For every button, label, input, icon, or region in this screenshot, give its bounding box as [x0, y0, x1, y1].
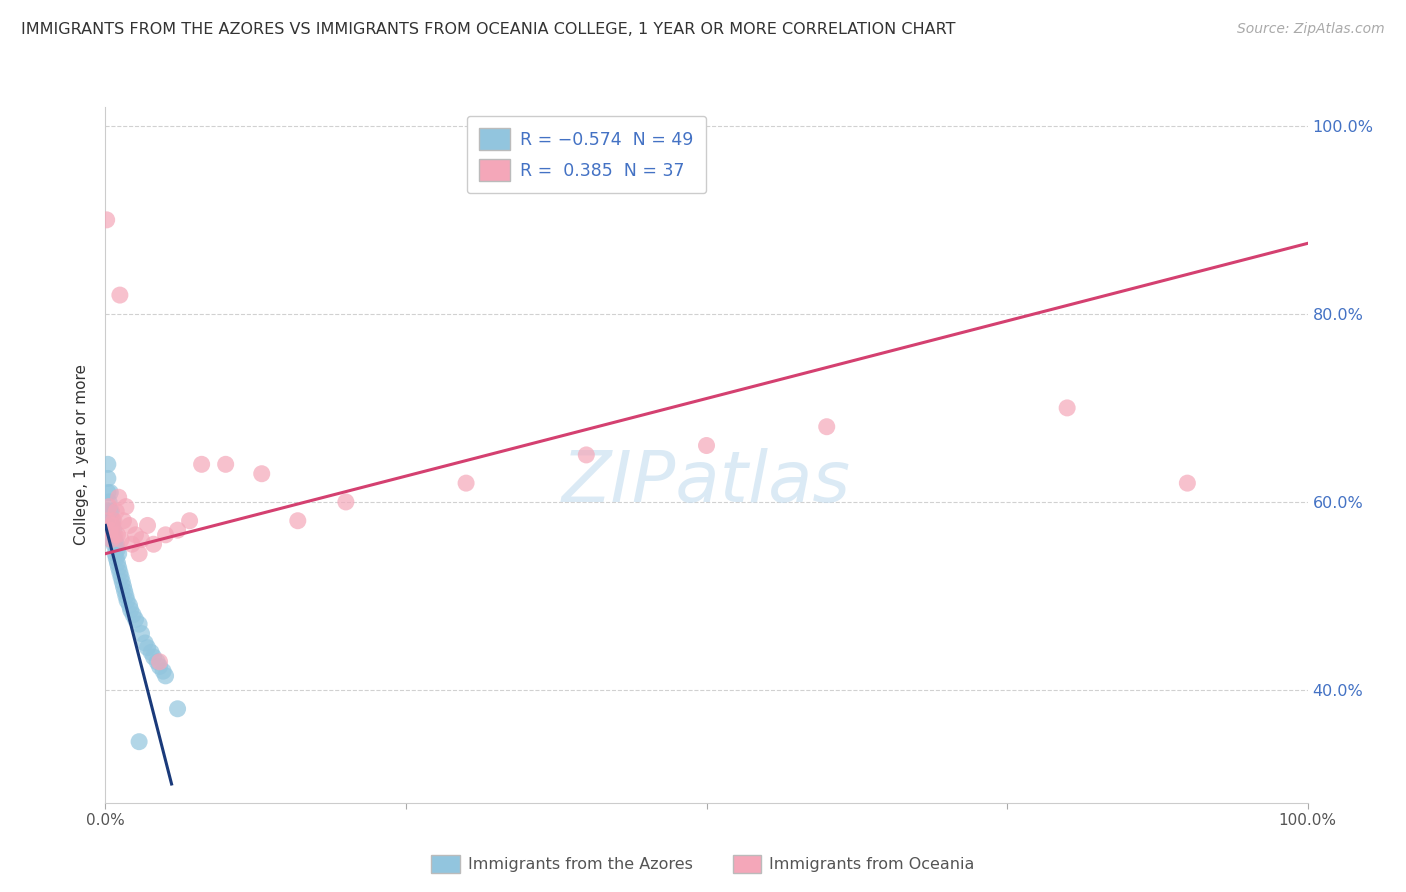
Point	[100, 533, 122, 547]
Point	[96, 212, 118, 227]
Point	[214, 458, 236, 472]
Point	[104, 547, 127, 561]
Point	[104, 528, 127, 542]
Point	[98, 523, 121, 537]
Point	[98, 495, 121, 509]
Point	[1056, 401, 1078, 415]
Point	[98, 485, 121, 500]
Point	[120, 603, 142, 617]
Point	[124, 528, 146, 542]
Point	[97, 485, 120, 500]
Point	[112, 514, 135, 528]
Point	[575, 448, 598, 462]
Point	[335, 495, 357, 509]
Point	[190, 458, 212, 472]
Point	[100, 518, 122, 533]
Point	[111, 574, 134, 589]
Text: Source: ZipAtlas.com: Source: ZipAtlas.com	[1237, 22, 1385, 37]
Point	[118, 599, 141, 613]
Point	[148, 659, 170, 673]
Legend: R = −0.574  N = 49, R =  0.385  N = 37: R = −0.574 N = 49, R = 0.385 N = 37	[467, 116, 706, 194]
Point	[166, 702, 188, 716]
Point	[115, 500, 138, 514]
Text: IMMIGRANTS FROM THE AZORES VS IMMIGRANTS FROM OCEANIA COLLEGE, 1 YEAR OR MORE CO: IMMIGRANTS FROM THE AZORES VS IMMIGRANTS…	[21, 22, 956, 37]
Point	[155, 669, 177, 683]
Point	[107, 547, 129, 561]
Point	[97, 458, 120, 472]
Point	[179, 514, 201, 528]
Point	[98, 528, 121, 542]
Point	[124, 612, 146, 626]
Text: ZIPatlas: ZIPatlas	[562, 449, 851, 517]
Point	[100, 533, 122, 547]
Point	[166, 523, 188, 537]
Point	[107, 556, 129, 570]
Point	[131, 533, 153, 547]
Point	[136, 518, 159, 533]
Point	[815, 419, 838, 434]
Point	[105, 551, 128, 566]
Legend: Immigrants from the Azores, Immigrants from Oceania: Immigrants from the Azores, Immigrants f…	[425, 848, 981, 880]
Point	[103, 537, 125, 551]
Point	[115, 589, 138, 603]
Point	[98, 504, 121, 518]
Point	[131, 626, 153, 640]
Y-axis label: College, 1 year or more: College, 1 year or more	[75, 365, 90, 545]
Point	[148, 655, 170, 669]
Point	[107, 560, 129, 574]
Point	[103, 523, 125, 537]
Point	[134, 636, 156, 650]
Point	[128, 547, 150, 561]
Point	[250, 467, 273, 481]
Point	[139, 645, 162, 659]
Point	[110, 533, 132, 547]
Point	[107, 541, 129, 556]
Point	[96, 518, 118, 533]
Point	[287, 514, 309, 528]
Point	[98, 523, 121, 537]
Point	[101, 514, 124, 528]
Point	[107, 528, 129, 542]
Point	[696, 438, 718, 452]
Point	[128, 617, 150, 632]
Point	[108, 566, 131, 580]
Point	[105, 537, 128, 551]
Point	[114, 584, 136, 599]
Point	[108, 288, 131, 302]
Point	[136, 640, 159, 655]
Point	[1175, 476, 1198, 491]
Point	[98, 500, 121, 514]
Point	[107, 490, 129, 504]
Point	[142, 650, 165, 665]
Point	[122, 607, 145, 622]
Point	[97, 471, 120, 485]
Point	[98, 514, 121, 528]
Point	[115, 593, 138, 607]
Point	[454, 476, 477, 491]
Point	[101, 528, 124, 542]
Point	[155, 528, 177, 542]
Point	[128, 734, 150, 748]
Point	[152, 664, 174, 678]
Point	[96, 504, 118, 518]
Point	[121, 537, 143, 551]
Point	[104, 533, 127, 547]
Point	[105, 504, 128, 518]
Point	[112, 580, 135, 594]
Point	[146, 655, 169, 669]
Point	[118, 518, 141, 533]
Point	[142, 537, 165, 551]
Point	[100, 504, 122, 518]
Point	[97, 514, 120, 528]
Point	[101, 518, 124, 533]
Point	[110, 570, 132, 584]
Point	[103, 514, 125, 528]
